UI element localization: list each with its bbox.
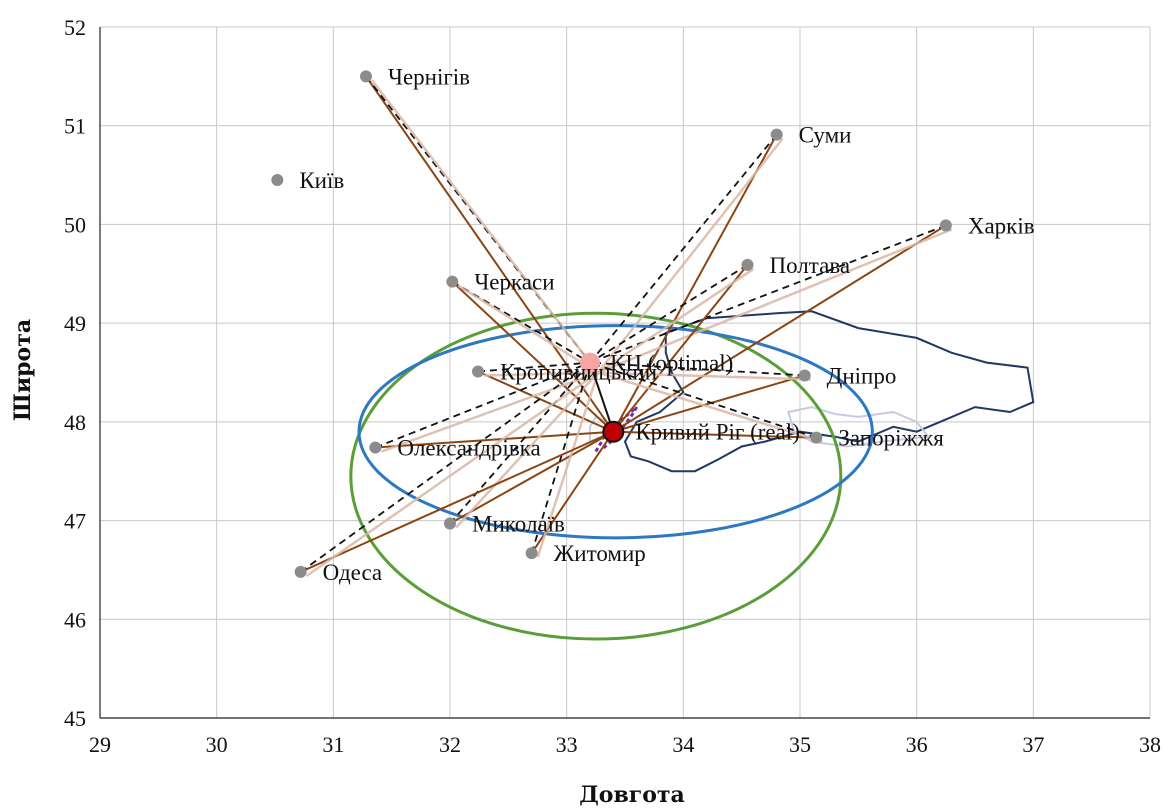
line-light-7 (597, 371, 811, 381)
line-real-10 (449, 430, 614, 525)
city-point-10 (444, 517, 456, 530)
line-real-12 (300, 430, 614, 573)
ellipses (349, 311, 874, 641)
line-real-2 (612, 134, 778, 433)
city-point-9 (369, 441, 382, 454)
x-tick-label-36: 36 (906, 732, 928, 757)
city-labels: Київ Чернігів Суми Харків Полтава Черкаси Кроп… (299, 64, 1034, 585)
city-point-0 (271, 174, 284, 187)
city-point-3 (939, 219, 952, 232)
x-tick-label-29: 29 (89, 732, 111, 757)
city-label-7: Дніпро (827, 363, 897, 388)
y-tick-label-48: 48 (64, 410, 86, 435)
line-real-3 (612, 224, 947, 433)
x-axis-title: Довгота (579, 782, 685, 808)
optimal-center-label: КЦ (optimal) (610, 351, 733, 376)
line-optimal-6 (477, 361, 591, 373)
y-tick-label-47: 47 (64, 509, 86, 534)
city-label-1: Чернігів (388, 64, 470, 89)
line-light-4 (597, 267, 755, 374)
y-tick-label-46: 46 (64, 607, 86, 632)
line-light-3 (597, 228, 953, 374)
city-point-5 (446, 275, 459, 288)
city-point-7 (798, 369, 811, 382)
city-label-0: Київ (299, 168, 344, 193)
line-optimal-11 (530, 362, 591, 554)
tick-labels: 29 30 31 32 33 34 35 36 37 38 45 46 47 48 49 50 51 52 (64, 15, 1161, 757)
ellipse-blue (357, 324, 874, 540)
optimal-center-point (580, 352, 600, 373)
line-optimal-12 (300, 361, 591, 573)
y-tick-label-51: 51 (64, 114, 86, 139)
line-light-12 (305, 371, 599, 577)
y-tick-label-52: 52 (64, 15, 86, 40)
y-tick-label-49: 49 (64, 311, 86, 336)
x-tick-label-35: 35 (789, 732, 811, 757)
city-point-12 (294, 565, 307, 578)
line-light-2 (597, 137, 784, 374)
line-real-8 (613, 430, 817, 439)
line-light-1 (371, 79, 599, 374)
city-label-8: Запоріжжя (838, 426, 944, 451)
line-light-11 (536, 372, 600, 558)
y-tick-label-50: 50 (64, 212, 86, 237)
y-axis-title: Широта (10, 319, 36, 421)
city-point-11 (525, 547, 538, 560)
connection-lines (300, 75, 953, 577)
city-label-11: Житомир (554, 541, 646, 566)
y-tick-label-45: 45 (64, 706, 86, 731)
x-tick-label-37: 37 (1022, 732, 1044, 757)
city-point-6 (472, 365, 484, 378)
city-point-2 (770, 128, 783, 141)
line-optimal-4 (589, 264, 748, 364)
city-label-3: Харків (968, 213, 1035, 238)
x-tick-label-32: 32 (439, 732, 461, 757)
city-label-6: Кропивницький (500, 360, 657, 385)
x-tick-label-30: 30 (206, 732, 228, 757)
city-label-2: Суми (799, 123, 852, 148)
region-outline-light (787, 406, 931, 448)
x-tick-label-33: 33 (556, 732, 578, 757)
city-label-5: Черкаси (474, 270, 554, 295)
real-center-label: Кривий Ріг (real) (635, 420, 800, 445)
line-optimal-2 (589, 134, 778, 364)
city-point-8 (810, 431, 823, 444)
city-point-4 (741, 258, 754, 271)
line-light-10 (455, 371, 599, 529)
city-label-12: Одеса (323, 560, 383, 585)
city-label-4: Полтава (770, 253, 851, 278)
line-real-9 (375, 430, 614, 449)
real-center-point (602, 420, 625, 443)
line-optimal-9 (375, 361, 591, 449)
line-real-7 (613, 374, 805, 433)
line-optimal-8 (589, 361, 817, 439)
x-tick-label-34: 34 (672, 732, 694, 757)
city-point-1 (360, 70, 372, 83)
line-light-8 (597, 371, 823, 443)
x-tick-label-31: 31 (322, 732, 344, 757)
region-outline-dark (623, 310, 1035, 473)
line-real-4 (612, 264, 749, 433)
x-tick-label-38: 38 (1139, 732, 1161, 757)
line-optimal-real (589, 362, 615, 433)
ellipse-green (349, 311, 843, 641)
city-label-9: Олександрівка (397, 436, 540, 461)
gridlines (99, 26, 1151, 719)
line-light-9 (380, 371, 599, 453)
city-label-10: Миколаїв (472, 512, 565, 537)
city-points (271, 70, 952, 578)
line-light-6 (483, 371, 599, 377)
line-light-5 (457, 284, 599, 374)
line-real-6 (477, 370, 614, 433)
